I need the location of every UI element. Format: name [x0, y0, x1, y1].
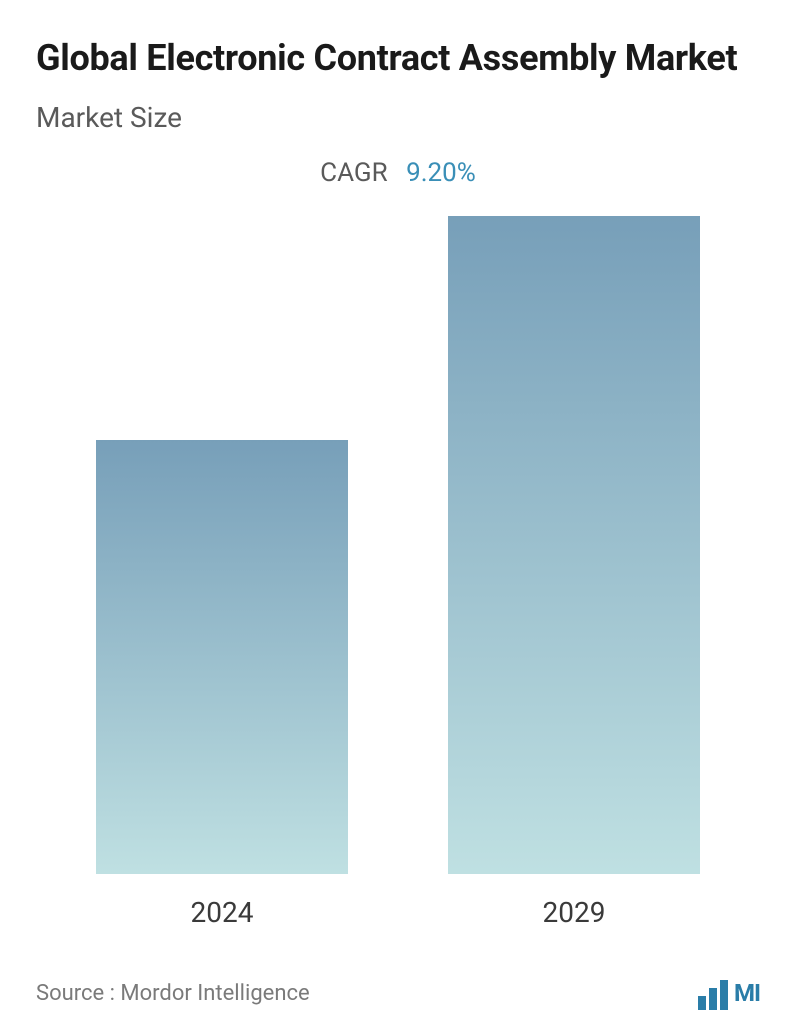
- cagr-value: 9.20%: [406, 158, 476, 188]
- footer: Source : Mordor Intelligence MI: [36, 976, 760, 1010]
- brand-logo-text: MI: [734, 979, 760, 1007]
- bar-2029: [448, 216, 700, 874]
- x-label-0: 2024: [96, 896, 348, 929]
- chart-subtitle: Market Size: [36, 101, 760, 134]
- source-text: Source : Mordor Intelligence: [36, 981, 310, 1006]
- x-label-1: 2029: [448, 896, 700, 929]
- bar-chart: [46, 216, 750, 874]
- chart-title: Global Electronic Contract Assembly Mark…: [36, 36, 760, 81]
- cagr-label: CAGR: [320, 158, 387, 188]
- brand-logo-icon: [698, 976, 728, 1010]
- brand-logo: MI: [698, 976, 760, 1010]
- bar-2024: [96, 440, 348, 874]
- bars-container: [46, 216, 750, 874]
- x-axis-labels: 2024 2029: [46, 896, 750, 929]
- cagr-row: CAGR 9.20%: [36, 158, 760, 188]
